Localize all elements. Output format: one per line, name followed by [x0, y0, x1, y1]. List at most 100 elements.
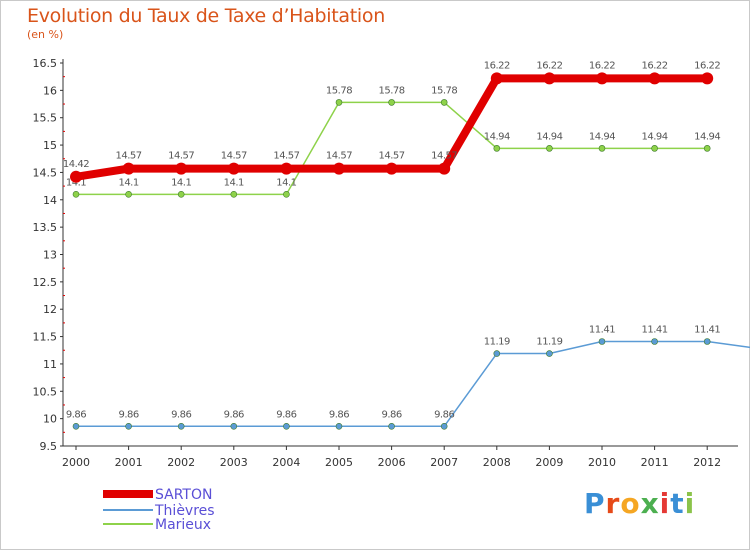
data-point — [388, 423, 395, 430]
data-label: 14.94 — [694, 131, 720, 142]
data-label: 14.57 — [326, 151, 352, 162]
data-label: 11.41 — [642, 324, 668, 335]
data-label: 14.57 — [221, 151, 247, 162]
data-label: 14.57 — [379, 151, 405, 162]
data-point — [651, 338, 658, 345]
logo-letter: P — [584, 487, 606, 520]
chart-title: Evolution du Taux de Taxe d’Habitation — [27, 5, 385, 27]
data-point — [335, 99, 343, 106]
data-label: 11.19 — [484, 337, 510, 348]
data-point — [227, 162, 240, 175]
x-tick-label: 2011 — [641, 456, 669, 469]
data-point — [333, 162, 345, 175]
data-point — [122, 162, 135, 175]
data-label: 14.94 — [589, 131, 615, 142]
logo-letter: t — [670, 487, 685, 520]
data-label: 16.22 — [536, 60, 562, 71]
data-label: 9.86 — [329, 409, 349, 420]
data-point — [546, 145, 553, 152]
data-label: 9.86 — [66, 409, 86, 420]
y-tick-label: 16.5 — [33, 57, 58, 70]
logo-letter: i — [659, 487, 671, 520]
data-point — [598, 338, 606, 345]
data-label: 16.22 — [484, 60, 510, 71]
data-point — [490, 72, 503, 85]
proxiti-logo: Proxiti — [584, 487, 695, 520]
data-label: 9.86 — [381, 409, 401, 420]
data-point — [280, 162, 293, 175]
data-label: 11.41 — [694, 324, 720, 335]
data-label: 14.94 — [536, 131, 562, 142]
data-label: 14.1 — [224, 177, 244, 188]
data-point — [388, 99, 395, 106]
x-tick-label: 2004 — [272, 456, 300, 469]
y-tick-label: 12.5 — [33, 276, 58, 289]
data-point — [72, 191, 80, 198]
legend-label: Marieux — [155, 517, 211, 533]
data-label: 9.86 — [224, 409, 244, 420]
logo-letter: r — [605, 487, 621, 520]
data-point — [701, 72, 714, 85]
data-label: 9.86 — [118, 409, 138, 420]
data-point — [72, 423, 80, 430]
data-point — [703, 145, 711, 152]
y-tick-label: 14 — [43, 194, 57, 207]
y-tick-label: 9.5 — [40, 440, 58, 453]
data-point — [493, 145, 501, 152]
data-label: 9.86 — [171, 409, 191, 420]
data-point — [177, 423, 185, 430]
x-tick-label: 2000 — [62, 456, 90, 469]
x-tick-label: 2001 — [115, 456, 143, 469]
data-point — [438, 162, 451, 175]
x-tick-label: 2005 — [325, 456, 353, 469]
data-label: 14.42 — [63, 159, 89, 170]
logo-letter: i — [684, 487, 696, 520]
x-tick-label: 2009 — [535, 456, 563, 469]
data-point — [283, 191, 290, 198]
legend-label: SARTON — [155, 487, 212, 503]
series-line-thièvres — [75, 340, 750, 428]
data-label: 14.57 — [431, 151, 457, 162]
y-tick-label: 13.5 — [33, 221, 58, 234]
logo-letter: o — [620, 487, 641, 520]
chart-subtitle: (en %) — [27, 28, 64, 41]
y-tick-label: 15.5 — [33, 112, 58, 125]
data-point — [440, 99, 448, 106]
x-tick-label: 2002 — [167, 456, 195, 469]
x-tick-label: 2003 — [220, 456, 248, 469]
x-tick-label: 2008 — [483, 456, 511, 469]
data-point — [703, 338, 711, 345]
y-tick-label: 10.5 — [33, 385, 58, 398]
data-point — [440, 423, 448, 430]
y-tick-label: 13 — [43, 249, 57, 262]
y-tick-label: 15 — [43, 139, 57, 152]
data-label: 14.1 — [276, 177, 296, 188]
data-point — [175, 162, 188, 175]
x-tick-label: 2010 — [588, 456, 616, 469]
data-point — [648, 72, 661, 85]
data-label: 14.1 — [171, 177, 191, 188]
data-label: 16.22 — [642, 60, 668, 71]
data-label: 14.1 — [118, 177, 138, 188]
data-point — [543, 72, 556, 85]
data-label: 16.22 — [589, 60, 615, 71]
logo-letter: x — [640, 487, 660, 520]
data-label: 9.86 — [434, 409, 454, 420]
y-tick-label: 11 — [43, 358, 57, 371]
data-point — [283, 423, 290, 430]
data-point — [596, 72, 608, 85]
legend-label: Thièvres — [154, 503, 215, 519]
data-label: 14.1 — [66, 177, 86, 188]
data-point — [335, 423, 343, 430]
y-tick-label: 11.5 — [33, 331, 58, 344]
data-label: 11.41 — [589, 324, 615, 335]
data-point — [546, 350, 553, 357]
x-tick-label: 2006 — [378, 456, 406, 469]
data-label: 16.22 — [694, 60, 720, 71]
data-point — [651, 145, 658, 152]
data-point — [493, 350, 501, 357]
x-tick-label: 2007 — [430, 456, 458, 469]
data-point — [70, 170, 82, 183]
